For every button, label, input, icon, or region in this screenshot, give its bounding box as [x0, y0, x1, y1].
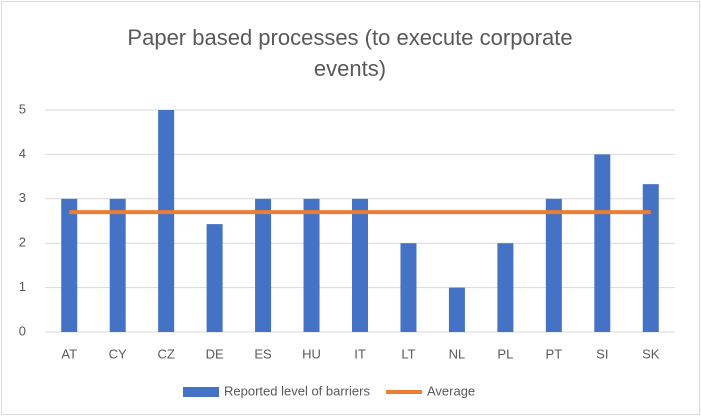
- y-tick-label: 5: [19, 101, 26, 116]
- x-tick-label: PT: [546, 346, 563, 361]
- y-tick-label: 0: [19, 323, 26, 338]
- bar: [158, 110, 175, 332]
- x-tick-label: CZ: [157, 346, 174, 361]
- bar: [352, 198, 368, 332]
- x-tick-label: HU: [302, 346, 321, 361]
- legend-label: Average: [427, 383, 475, 398]
- bar: [400, 243, 417, 332]
- y-tick-label: 2: [19, 235, 26, 250]
- bar: [206, 224, 223, 332]
- y-tick-label: 4: [19, 146, 26, 161]
- x-tick-label: ES: [254, 346, 272, 361]
- y-tick-label: 3: [19, 190, 26, 205]
- bar: [303, 198, 320, 332]
- legend-swatch: [183, 387, 219, 397]
- x-tick-label: PL: [497, 346, 513, 361]
- bar: [255, 198, 272, 332]
- y-tick-label: 1: [19, 279, 26, 294]
- bar: [109, 198, 126, 332]
- bar: [61, 198, 78, 332]
- x-tick-label: CY: [109, 346, 127, 361]
- x-tick-label: IT: [354, 346, 366, 361]
- x-tick-label: LT: [401, 346, 415, 361]
- bar: [448, 287, 465, 332]
- x-tick-label: SK: [642, 346, 660, 361]
- bar: [497, 243, 514, 332]
- x-tick-label: NL: [449, 346, 466, 361]
- x-tick-label: AT: [61, 346, 77, 361]
- legend-label: Reported level of barriers: [224, 383, 370, 398]
- chart-title: Paper based processes (to execute corpor…: [127, 25, 573, 81]
- bar: [594, 154, 611, 332]
- x-tick-label: SI: [596, 346, 608, 361]
- x-tick-label: DE: [206, 346, 224, 361]
- bar: [642, 184, 659, 332]
- bar: [545, 198, 562, 332]
